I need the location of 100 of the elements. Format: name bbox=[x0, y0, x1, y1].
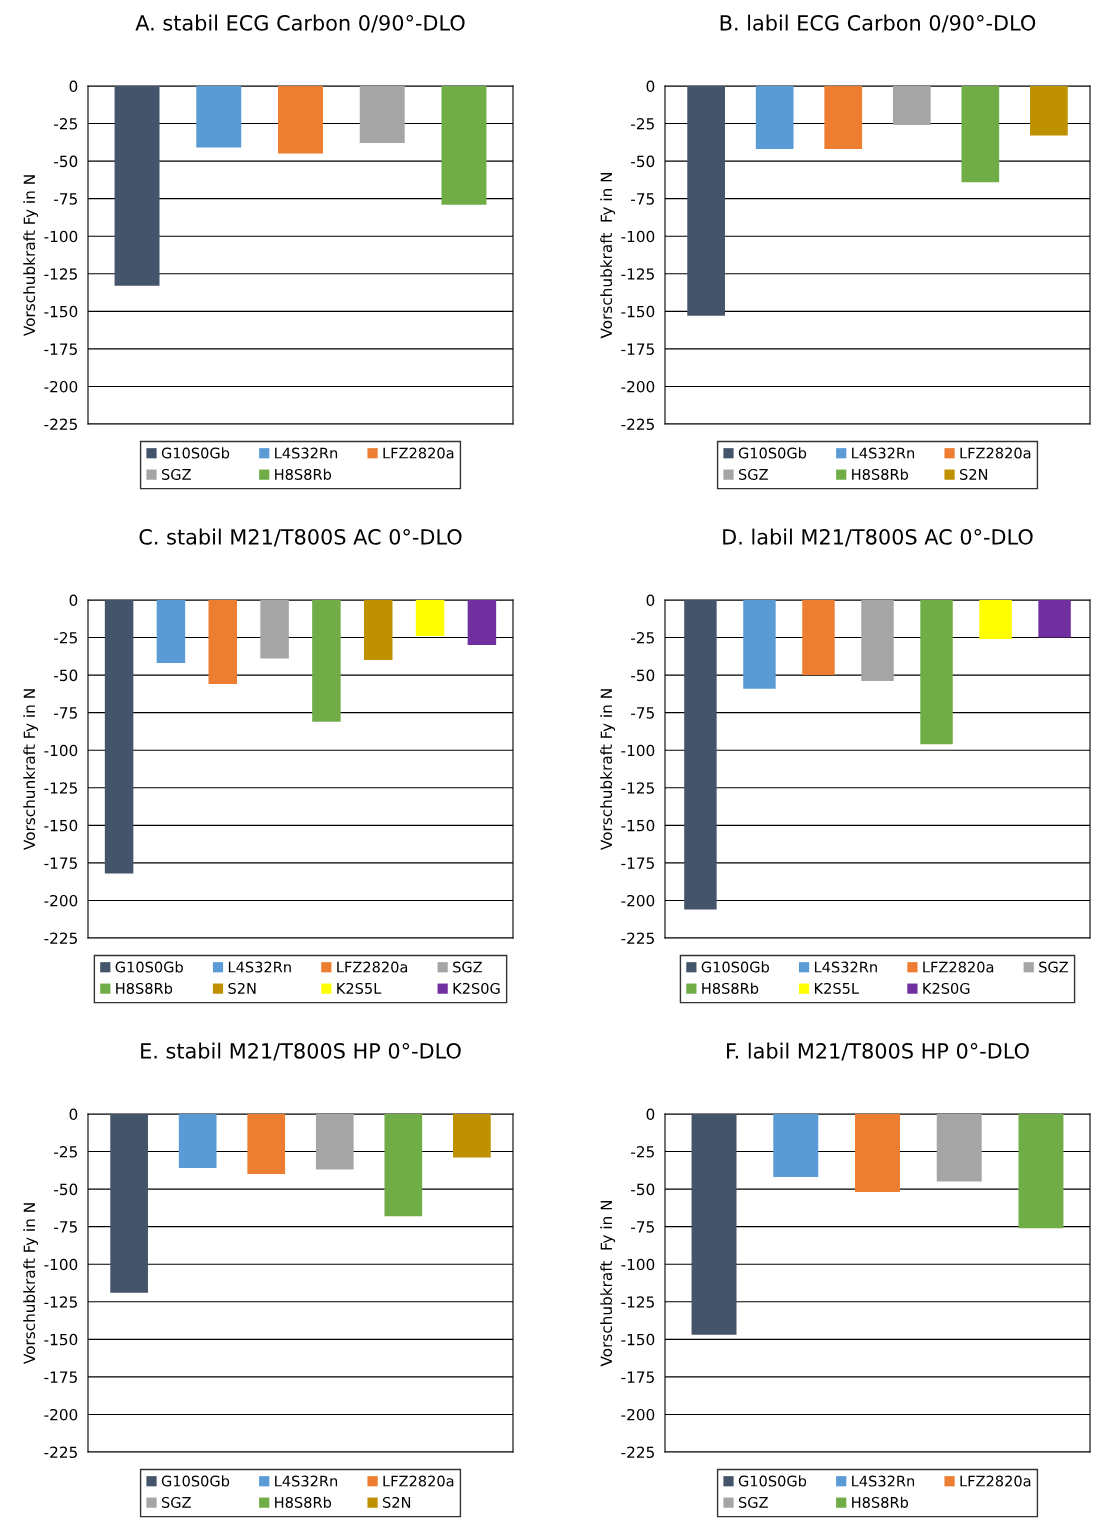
y-tick-label: -200 bbox=[44, 380, 78, 393]
y-tick-label: -50 bbox=[631, 1183, 655, 1196]
y-tick-label: -150 bbox=[621, 819, 655, 832]
y-tick-label: -150 bbox=[621, 1333, 655, 1346]
legend-label: G10S0Gb bbox=[115, 961, 183, 973]
y-tick-label: -150 bbox=[44, 1333, 78, 1346]
y-tick-label: 0 bbox=[646, 594, 655, 607]
y-tick-label: -125 bbox=[44, 1296, 77, 1308]
y-tick-label: -225 bbox=[621, 932, 654, 945]
y-tick-label: 0 bbox=[69, 594, 78, 607]
y-tick-label: -125 bbox=[44, 268, 77, 280]
legend-label: L4S32Rn bbox=[228, 961, 291, 973]
y-tick-label: -175 bbox=[621, 1371, 654, 1383]
y-tick-label: -175 bbox=[621, 343, 654, 355]
legend-label: H8S8Rb bbox=[852, 468, 909, 480]
legend-label: G10S0Gb bbox=[701, 961, 769, 973]
y-tick-label: -100 bbox=[621, 1258, 655, 1271]
y-tick-label: -100 bbox=[44, 1258, 78, 1271]
y-tick-label: -225 bbox=[44, 418, 77, 431]
y-tick-label: -75 bbox=[54, 1221, 77, 1233]
chart-title: A. stabil ECG Carbon 0/90°-DLO bbox=[135, 14, 465, 33]
y-tick-label: -200 bbox=[621, 380, 655, 393]
y-tick-label: -75 bbox=[54, 193, 77, 205]
chart-title: C. stabil M21/T800S AC 0°-DLO bbox=[139, 528, 462, 547]
legend-label: K2S5L bbox=[337, 982, 382, 994]
y-tick-label: -25 bbox=[54, 118, 77, 130]
y-tick-label: -75 bbox=[631, 1221, 654, 1233]
y-tick-label: 0 bbox=[69, 1108, 78, 1121]
legend-label: LFZ2820a bbox=[923, 961, 994, 973]
legend-label: LFZ2820a bbox=[960, 1475, 1031, 1487]
y-tick-label: -25 bbox=[54, 632, 77, 644]
y-tick-label: -200 bbox=[44, 894, 78, 907]
chart-title: F. labil M21/T800S HP 0°-DLO bbox=[727, 1042, 1029, 1061]
legend-label: H8S8Rb bbox=[275, 1496, 332, 1508]
legend-label: H8S8Rb bbox=[702, 982, 759, 994]
y-axis-title: Vorschubkraft Fy in N bbox=[600, 689, 616, 851]
legend-label: L4S32Rn bbox=[814, 961, 877, 973]
y-tick-label: -75 bbox=[631, 193, 654, 205]
legend-label: LFZ2820a bbox=[337, 961, 408, 973]
y-tick-label: 0 bbox=[646, 80, 655, 93]
y-tick-label: -125 bbox=[621, 268, 654, 280]
legend-label: L4S32Rn bbox=[275, 447, 338, 459]
y-tick-label: -25 bbox=[631, 1146, 654, 1158]
legend-label: K2S5L bbox=[814, 982, 859, 994]
legend-label: G10S0Gb bbox=[161, 447, 230, 459]
y-axis-title: Vorschunkraft Fy in N bbox=[23, 689, 39, 851]
chart-title: D. labil M21/T800S AC 0°-DLO bbox=[723, 528, 1033, 547]
y-tick-label: -175 bbox=[44, 857, 77, 869]
y-tick-label: -125 bbox=[621, 782, 654, 794]
y-tick-label: -150 bbox=[44, 305, 78, 318]
y-tick-label: -125 bbox=[621, 1296, 654, 1308]
y-tick-label: -100 bbox=[621, 230, 655, 243]
chart-title: B. labil ECG Carbon 0/90°-DLO bbox=[720, 14, 1036, 33]
y-tick-label: -125 bbox=[44, 782, 77, 794]
legend-label: SGZ bbox=[1039, 961, 1069, 973]
legend-label: LFZ2820a bbox=[383, 1475, 454, 1487]
y-axis-title: Vorschubkraft Fy in N bbox=[23, 175, 39, 337]
legend-label: LFZ2820a bbox=[960, 447, 1031, 459]
legend-label: L4S32Rn bbox=[275, 1475, 338, 1487]
y-tick-label: -225 bbox=[44, 1446, 77, 1459]
y-tick-label: -100 bbox=[44, 230, 78, 243]
y-tick-label: -225 bbox=[621, 418, 654, 431]
chart-title: E. stabil M21/T800S HP 0°-DLO bbox=[141, 1042, 461, 1061]
legend-label: SGZ bbox=[738, 468, 768, 480]
legend-label: G10S0Gb bbox=[738, 1475, 807, 1487]
y-tick-label: -50 bbox=[54, 669, 78, 682]
legend-label: L4S32Rn bbox=[852, 1475, 915, 1487]
legend-label: K2S0G bbox=[453, 982, 500, 994]
y-tick-label: -25 bbox=[54, 1146, 77, 1158]
y-tick-label: -175 bbox=[44, 343, 77, 355]
legend-label: S2N bbox=[960, 468, 988, 480]
y-tick-label: -50 bbox=[631, 155, 655, 168]
legend-label: S2N bbox=[228, 982, 256, 994]
legend-label: L4S32Rn bbox=[852, 447, 915, 459]
legend-label: G10S0Gb bbox=[738, 447, 807, 459]
legend-label: LFZ2820a bbox=[383, 447, 454, 459]
y-tick-label: -150 bbox=[44, 819, 78, 832]
y-tick-label: -25 bbox=[631, 118, 654, 130]
legend-label: G10S0Gb bbox=[161, 1475, 230, 1487]
y-tick-label: -150 bbox=[621, 305, 655, 318]
y-tick-label: -50 bbox=[631, 669, 655, 682]
y-tick-label: 0 bbox=[646, 1108, 655, 1121]
y-tick-label: -100 bbox=[44, 744, 78, 757]
legend-label: SGZ bbox=[453, 961, 483, 973]
y-tick-label: -75 bbox=[54, 707, 77, 719]
legend-label: H8S8Rb bbox=[275, 468, 332, 480]
y-tick-label: -200 bbox=[621, 1408, 655, 1421]
legend-label: H8S8Rb bbox=[852, 1496, 909, 1508]
y-tick-label: -25 bbox=[631, 632, 654, 644]
y-tick-label: -225 bbox=[621, 1446, 654, 1459]
legend-label: H8S8Rb bbox=[116, 982, 173, 994]
y-tick-label: -225 bbox=[44, 932, 77, 945]
y-tick-label: -175 bbox=[621, 857, 654, 869]
legend-label: SGZ bbox=[738, 1496, 768, 1508]
y-tick-label: -50 bbox=[54, 155, 78, 168]
y-tick-label: -75 bbox=[631, 707, 654, 719]
y-tick-label: -175 bbox=[44, 1371, 77, 1383]
y-tick-label: -200 bbox=[44, 1408, 78, 1421]
y-tick-label: 0 bbox=[69, 80, 78, 93]
legend-label: S2N bbox=[383, 1496, 411, 1508]
